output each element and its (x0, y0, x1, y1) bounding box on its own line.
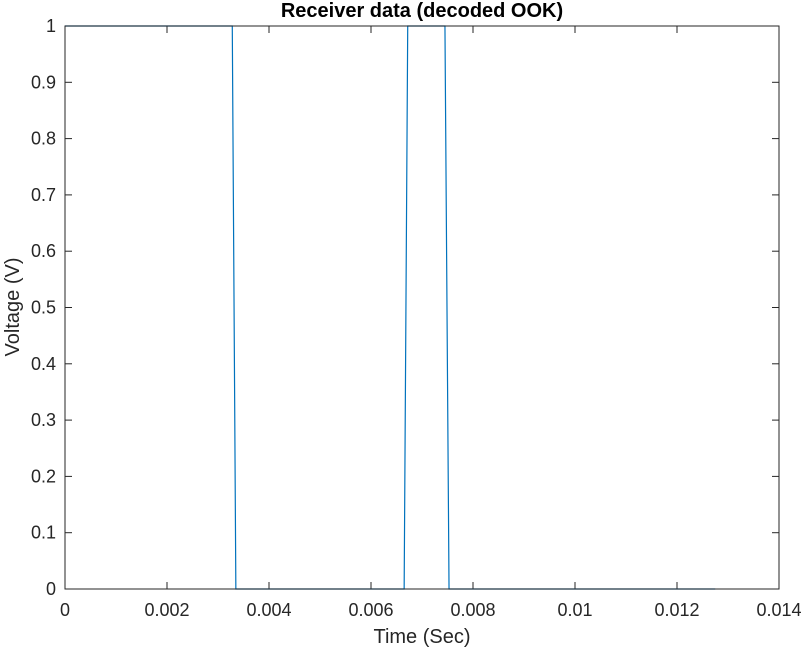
x-axis-label: Time (Sec) (373, 626, 470, 648)
x-axis-ticks: 0 0.002 0.004 0.006 0.008 0.01 0.012 0.014 (60, 26, 802, 620)
y-tick-label: 0.1 (31, 523, 56, 543)
x-tick-label: 0.012 (654, 600, 699, 620)
chart-title: Receiver data (decoded OOK) (281, 0, 563, 22)
y-tick-label: 0.9 (31, 72, 56, 92)
y-tick-label: 0 (46, 579, 56, 599)
x-tick-label: 0.014 (756, 600, 801, 620)
series-line-0 (65, 25, 716, 590)
x-tick-label: 0.004 (246, 600, 291, 620)
y-tick-label: 0.6 (31, 241, 56, 261)
y-axis-ticks: 0 0.1 0.2 0.3 0.4 0.5 0.6 0.7 0.8 0.9 1 (31, 16, 779, 599)
y-tick-label: 0.8 (31, 129, 56, 149)
plot-frame (64, 25, 780, 590)
x-tick-label: 0 (60, 600, 70, 620)
plot-background (65, 26, 779, 589)
y-tick-label: 0.4 (31, 354, 56, 374)
y-axis-label: Voltage (V) (2, 258, 24, 357)
y-tick-label: 0.5 (31, 298, 56, 318)
y-tick-label: 0.2 (31, 466, 56, 486)
series-layer (65, 25, 716, 590)
y-tick-label: 1 (46, 16, 56, 36)
y-tick-label: 0.3 (31, 410, 56, 430)
x-tick-label: 0.008 (450, 600, 495, 620)
y-tick-label: 0.7 (31, 185, 56, 205)
x-tick-label: 0.006 (348, 600, 393, 620)
x-tick-label: 0.002 (144, 600, 189, 620)
x-tick-label: 0.01 (557, 600, 592, 620)
